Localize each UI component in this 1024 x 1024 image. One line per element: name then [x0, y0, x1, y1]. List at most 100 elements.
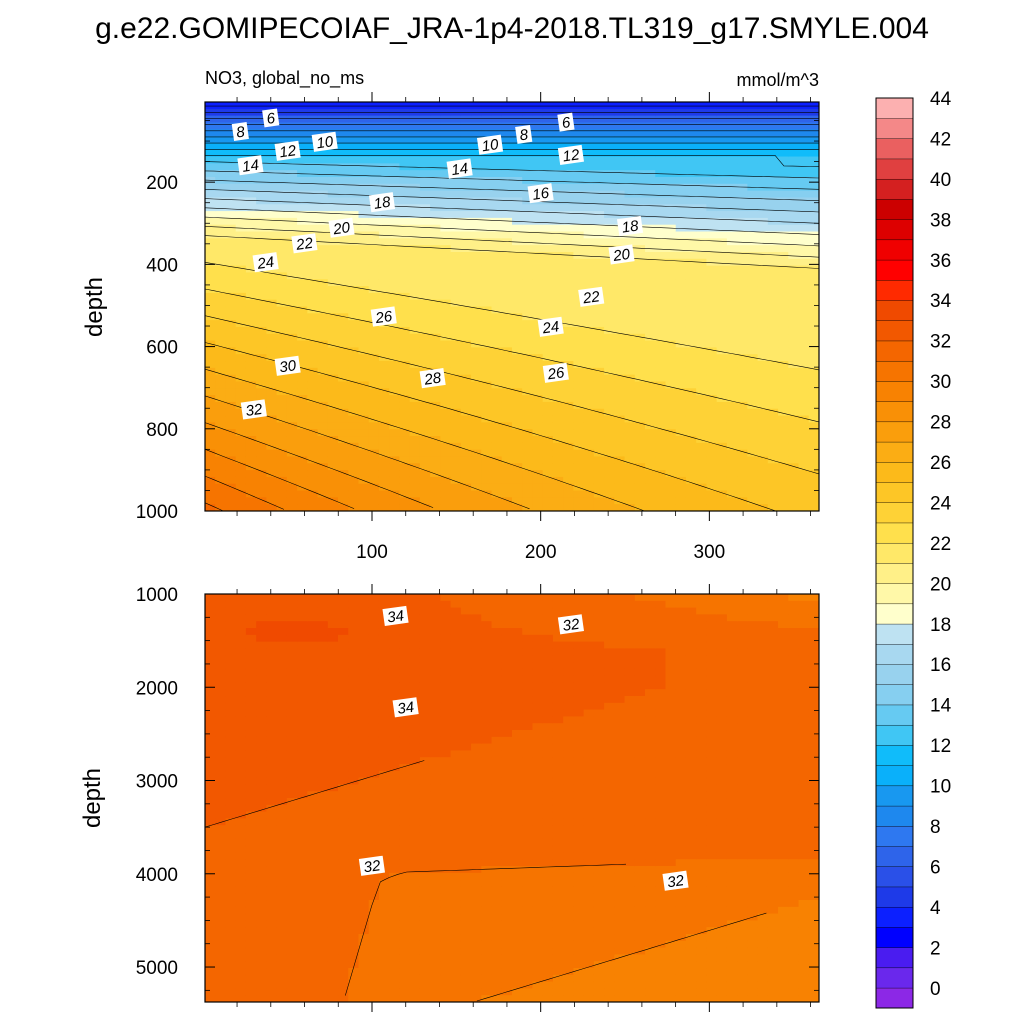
contour-cell [317, 449, 329, 458]
contour-cell [798, 238, 810, 246]
contour-line [205, 226, 819, 258]
contour-cell [737, 442, 748, 451]
contour-cell [491, 449, 503, 458]
contour-cell [655, 286, 667, 294]
contour-cell [696, 142, 708, 151]
contour-cell [522, 156, 534, 164]
contour-cell [675, 217, 687, 226]
contour-cell [266, 954, 278, 962]
contour-cell [399, 811, 411, 819]
contour-cell [317, 668, 329, 677]
contour-cell [706, 361, 718, 369]
contour-cell [757, 313, 769, 321]
contour-cell [348, 306, 360, 314]
contour-cell [634, 354, 646, 362]
contour-cell [450, 122, 462, 130]
contour-cell [225, 988, 237, 996]
contour-cell [215, 456, 227, 464]
contour-cell [389, 367, 401, 376]
contour-cell [798, 265, 810, 274]
contour-cell [532, 122, 544, 130]
contour-cell [604, 197, 615, 205]
contour-cell [788, 129, 800, 137]
contour-cell [348, 238, 360, 246]
contour-cell [307, 204, 319, 212]
contour-cell [276, 940, 288, 949]
contour-cell [338, 292, 349, 301]
contour-cell [552, 442, 564, 451]
contour-cell [307, 913, 319, 921]
contour-cell [317, 217, 329, 226]
contour-cell [440, 163, 452, 171]
contour-cell [358, 770, 370, 779]
contour-cell [655, 183, 667, 192]
contour-cell [542, 176, 554, 185]
contour-cell [430, 279, 441, 287]
contour-cell [471, 374, 482, 383]
contour-cell [399, 483, 411, 492]
contour-cell [450, 258, 462, 267]
contour-cell [225, 893, 237, 901]
contour-cell [757, 149, 769, 158]
contour-cell [297, 682, 308, 690]
contour-cell [522, 490, 534, 498]
contour-cell [808, 456, 819, 464]
contour-cell [430, 456, 441, 464]
contour-cell [552, 238, 564, 246]
contour-cell [450, 190, 462, 199]
contour-cell [491, 388, 503, 396]
contour-label-text: 30 [278, 357, 298, 376]
contour-cell [286, 879, 298, 887]
contour-label: 22 [578, 286, 605, 308]
contour-cell [808, 504, 819, 511]
contour-cell [430, 422, 441, 430]
contour-cell [389, 838, 401, 847]
contour-cell [205, 709, 216, 717]
contour-cell [327, 913, 339, 921]
contour-cell [225, 777, 237, 785]
contour-cell [501, 367, 513, 376]
contour-cell [522, 415, 534, 423]
contour-cell [266, 655, 278, 663]
contour-cell [338, 934, 349, 942]
contour-cell [276, 886, 288, 894]
contour-cell [286, 886, 298, 894]
contour-cell [389, 886, 401, 894]
contour-cell [205, 838, 216, 847]
contour-cell [327, 326, 339, 335]
contour-cell [614, 129, 626, 137]
contour-label-text: 26 [546, 364, 567, 383]
contour-cell [460, 204, 472, 212]
contour-cell [245, 176, 257, 185]
contour-cell [542, 136, 554, 144]
contour-cell [737, 483, 748, 492]
contour-cell [532, 320, 544, 328]
contour-cell [348, 456, 360, 464]
contour-cell [266, 641, 278, 649]
contour-cell [614, 170, 626, 178]
contour-cell [276, 347, 288, 355]
contour-cell [368, 607, 380, 615]
contour-cell [368, 634, 380, 643]
contour-cell [471, 299, 482, 308]
contour-cell [552, 231, 564, 239]
contour-cell [256, 347, 267, 355]
contour-cell [378, 981, 390, 989]
contour-cell [348, 662, 360, 670]
contour-cell [430, 197, 441, 205]
contour-cell [757, 381, 769, 389]
contour-cell [317, 306, 329, 314]
contour-cell [378, 736, 390, 745]
contour-cell [726, 415, 738, 423]
contour-cell [481, 354, 493, 362]
contour-cell [378, 279, 390, 287]
contour-cell [778, 340, 789, 348]
contour-cell [757, 354, 769, 362]
contour-cell [798, 272, 810, 280]
contour-cell [706, 265, 718, 274]
contour-cell [266, 838, 278, 847]
contour-cell [358, 129, 370, 137]
contour-cell [389, 490, 401, 498]
contour-cell [338, 238, 349, 246]
contour-cell [440, 211, 452, 219]
